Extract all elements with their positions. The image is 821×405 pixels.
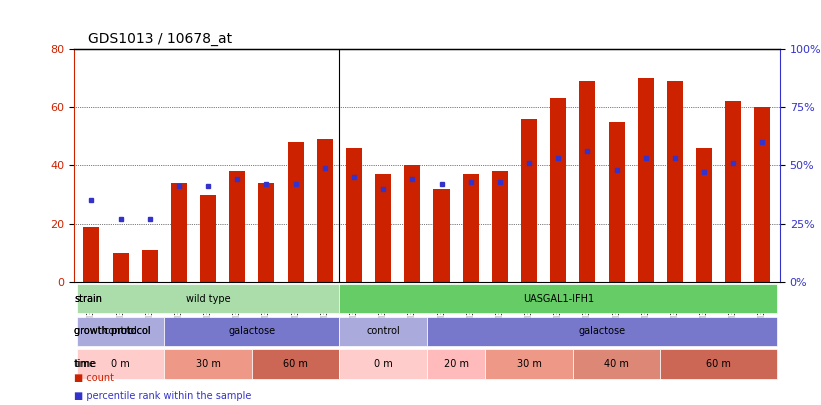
Bar — [259, 183, 274, 282]
Bar — [608, 122, 625, 282]
FancyBboxPatch shape — [427, 317, 777, 346]
Text: 40 m: 40 m — [604, 359, 629, 369]
Bar — [725, 101, 741, 282]
Bar — [171, 183, 187, 282]
FancyBboxPatch shape — [164, 350, 252, 379]
Text: GDS1013 / 10678_at: GDS1013 / 10678_at — [88, 32, 232, 46]
Bar — [550, 98, 566, 282]
Bar — [112, 253, 129, 282]
FancyBboxPatch shape — [339, 350, 427, 379]
Bar — [142, 250, 158, 282]
FancyBboxPatch shape — [660, 350, 777, 379]
FancyBboxPatch shape — [339, 284, 777, 313]
Bar — [463, 174, 479, 282]
Text: 30 m: 30 m — [516, 359, 542, 369]
Bar — [638, 78, 654, 282]
Bar — [200, 194, 216, 282]
FancyBboxPatch shape — [77, 284, 339, 313]
Text: strain: strain — [75, 294, 103, 304]
FancyBboxPatch shape — [77, 350, 164, 379]
Text: time: time — [75, 359, 97, 369]
FancyBboxPatch shape — [339, 317, 427, 346]
Bar — [84, 227, 99, 282]
Bar — [492, 171, 508, 282]
FancyBboxPatch shape — [573, 350, 660, 379]
Text: strain: strain — [74, 294, 102, 304]
FancyBboxPatch shape — [485, 350, 573, 379]
Text: 60 m: 60 m — [283, 359, 308, 369]
FancyBboxPatch shape — [164, 317, 339, 346]
FancyBboxPatch shape — [427, 350, 485, 379]
Bar — [404, 165, 420, 282]
Text: control: control — [366, 326, 400, 337]
Text: 0 m: 0 m — [111, 359, 130, 369]
Bar — [346, 148, 362, 282]
Bar — [375, 174, 391, 282]
Text: galactose: galactose — [579, 326, 626, 337]
Text: growth protocol: growth protocol — [74, 326, 151, 337]
FancyBboxPatch shape — [77, 317, 164, 346]
Text: time: time — [74, 359, 96, 369]
Bar — [667, 81, 683, 282]
Bar — [754, 107, 770, 282]
Text: 20 m: 20 m — [443, 359, 469, 369]
Bar — [317, 139, 333, 282]
Bar — [433, 189, 450, 282]
Text: ■ count: ■ count — [74, 373, 114, 383]
Bar — [521, 119, 537, 282]
Bar — [696, 148, 712, 282]
Text: wild type: wild type — [186, 294, 231, 304]
Text: 60 m: 60 m — [706, 359, 732, 369]
Text: galactose: galactose — [228, 326, 275, 337]
Bar — [287, 142, 304, 282]
FancyBboxPatch shape — [252, 350, 339, 379]
Text: growth protocol: growth protocol — [75, 326, 151, 337]
Text: 0 m: 0 m — [374, 359, 392, 369]
Bar — [229, 171, 245, 282]
Bar — [580, 81, 595, 282]
Text: UASGAL1-IFH1: UASGAL1-IFH1 — [523, 294, 594, 304]
Text: 30 m: 30 m — [195, 359, 221, 369]
Text: control: control — [103, 326, 137, 337]
Text: ■ percentile rank within the sample: ■ percentile rank within the sample — [74, 391, 251, 401]
